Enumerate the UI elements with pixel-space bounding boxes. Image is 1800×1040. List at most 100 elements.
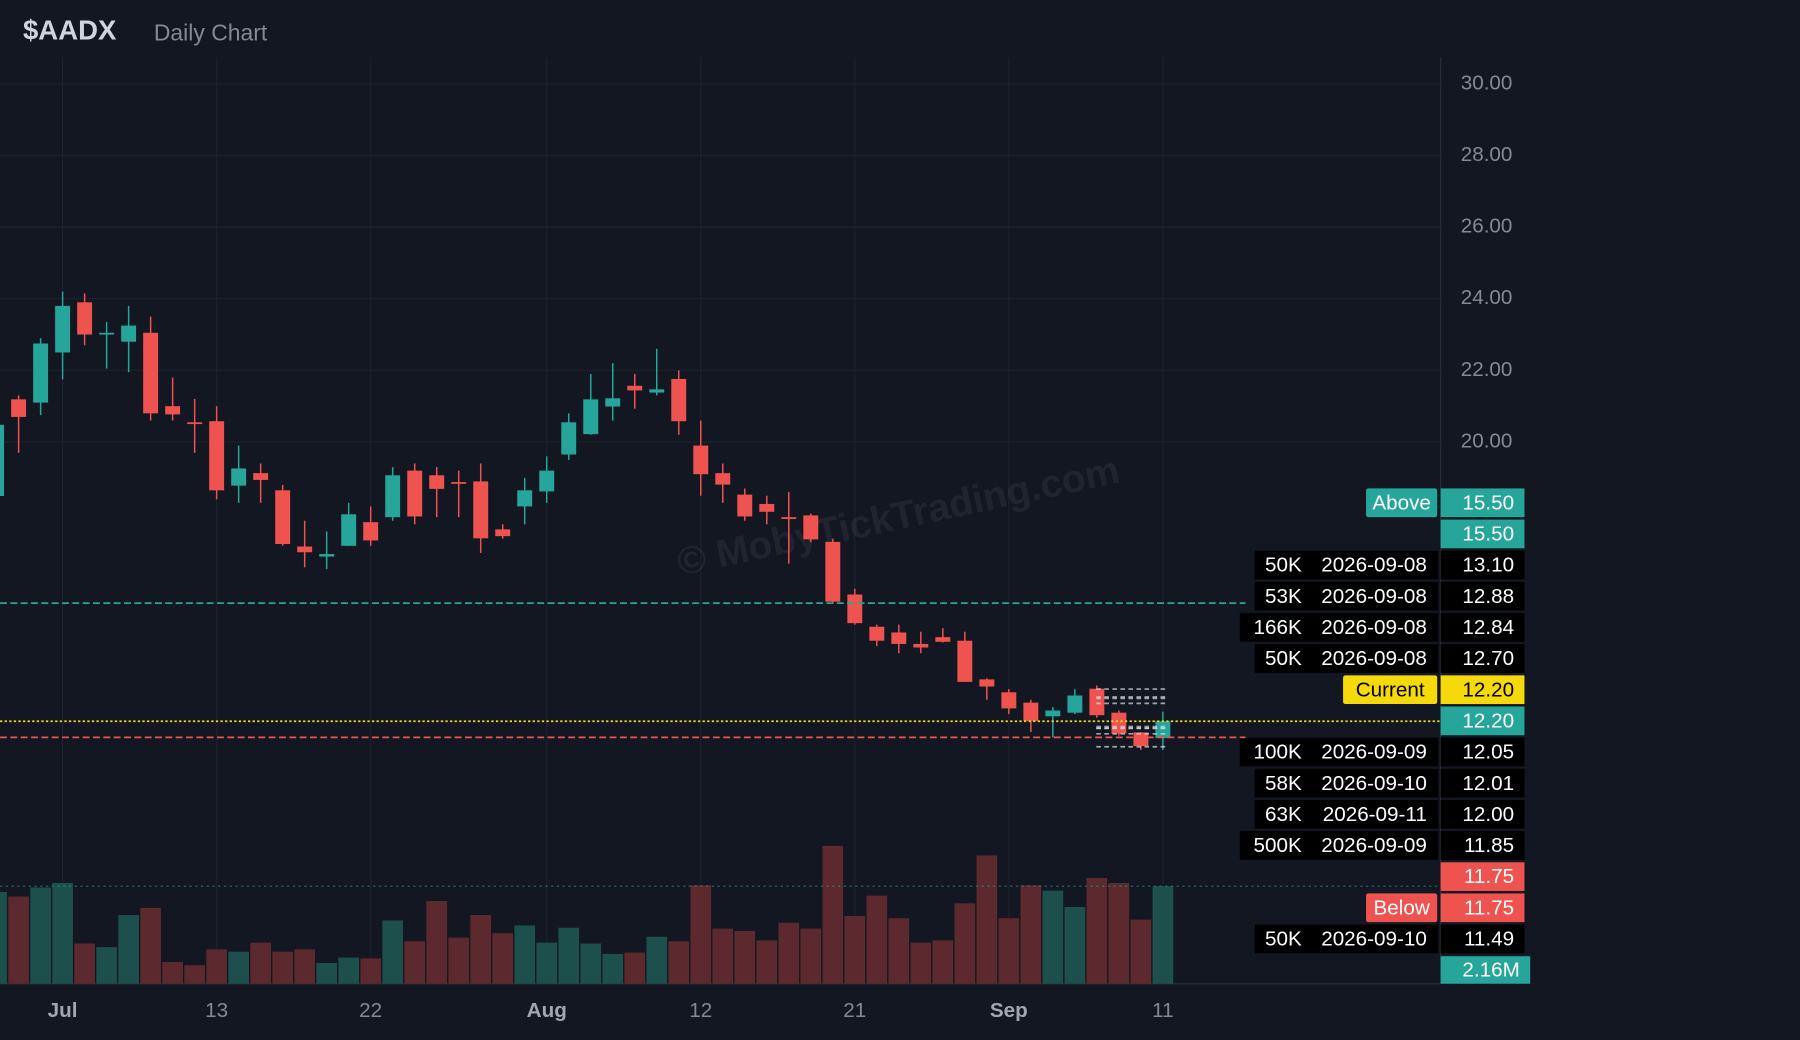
volume-bar [162,962,183,984]
price-box [1440,893,1525,923]
candle-body [737,494,753,517]
volume-bar [316,962,338,984]
candle-body [143,332,159,414]
price-box [1440,613,1525,642]
candle-body [957,640,973,682]
candle-body [407,470,423,517]
candle-body [935,637,951,642]
x-tick-label: 21 [843,999,866,1022]
volume-bar [690,885,712,984]
price-box [1440,799,1525,829]
order-box [1254,799,1439,829]
price-label: 15.50 [1462,523,1514,546]
order-size: 63K [1265,803,1302,826]
order-size: 500K [1254,834,1302,857]
price-box [1440,706,1525,736]
candle-body [1089,688,1105,716]
level-tag: Above [1372,491,1431,514]
order-box [1254,581,1439,611]
price-label: 11.75 [1464,865,1514,888]
volume-bar [96,947,117,984]
volume-bar [1064,906,1086,984]
candle-body [473,481,489,539]
volume-bar [338,957,360,984]
volume-bar [360,958,382,984]
volume-bar [228,951,249,984]
candle-body [429,475,445,489]
candle-body [209,421,225,491]
volume-bar [756,940,778,984]
price-box [1440,737,1525,767]
price-label: 12.84 [1462,616,1514,639]
order-size: 50K [1265,928,1302,951]
chart-title: $AADX [23,14,117,45]
candle-body [1045,710,1061,717]
volume-bar [778,922,800,984]
order-size: 166K [1254,616,1302,639]
order-date: 2026-09-10 [1321,772,1427,795]
candle-body [187,422,203,425]
x-tick-label: 11 [1152,999,1173,1022]
price-label: 11.75 [1464,896,1514,919]
volume-bar [52,882,73,984]
chart-subtitle: Daily Chart [154,19,268,45]
volume-bar [272,951,294,984]
volume-bar [624,952,646,984]
order-box [1254,768,1439,798]
volume-bar [558,927,580,984]
candle-body [363,522,379,541]
candle-body [121,325,137,342]
order-size: 50K [1265,647,1302,670]
order-box [1254,924,1439,954]
order-date: 2026-09-10 [1321,928,1427,951]
order-size: 53K [1265,585,1302,608]
candle-body [1023,702,1039,721]
volume-bar [8,896,29,984]
candle-body [979,679,995,687]
order-box [1254,550,1439,580]
price-label: 11.49 [1464,928,1514,951]
candle-body [77,302,93,335]
order-size: 50K [1265,554,1302,577]
order-date: 2026-09-09 [1321,741,1427,764]
candle-body [11,399,27,417]
volume-bar [250,942,271,984]
price-label: 12.20 [1462,709,1514,732]
candle-body [781,517,797,519]
volume-bar [1042,890,1064,984]
candle-body [0,424,5,497]
volume-bar [30,887,51,984]
price-box [1440,924,1525,954]
level-tag: Current [1356,678,1425,701]
price-label: 12.01 [1462,772,1514,795]
volume-bar [74,943,95,984]
volume-bar [1130,919,1152,984]
y-tick-label: 24.00 [1461,286,1513,309]
price-label: 13.10 [1462,554,1514,577]
x-tick-label: Sep [990,999,1028,1022]
x-tick-label: Jul [48,999,78,1022]
order-size: 58K [1265,772,1302,795]
volume-bar [184,965,205,984]
order-date: 2026-09-08 [1321,585,1427,608]
price-label: 12.00 [1462,803,1514,826]
candle-body [99,332,115,335]
level-tag-box [1366,488,1438,518]
y-tick-label: 26.00 [1461,215,1513,238]
x-tick-label: 13 [205,999,228,1022]
volume-bar [910,942,932,984]
level-tag-box [1343,675,1438,705]
candle-body [55,305,71,353]
price-label: 11.85 [1464,834,1514,857]
volume-bar [382,920,404,984]
price-label: 12.20 [1462,678,1514,701]
price-box [1440,862,1525,891]
order-box [1239,737,1439,767]
candle-body [605,398,621,407]
candle-body [385,475,401,518]
candle-body [165,406,181,415]
volume-bar [822,845,844,984]
volume-bar [734,930,756,984]
candle-body [517,490,533,507]
